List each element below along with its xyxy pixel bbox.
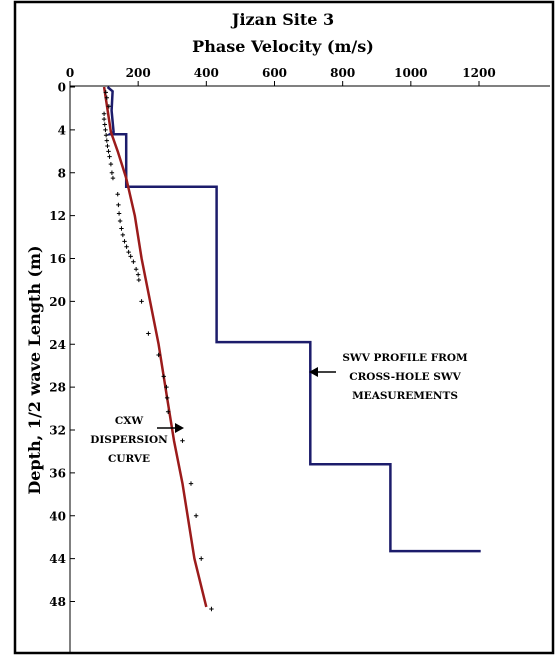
data-point-plus	[117, 218, 123, 224]
data-point-plus	[199, 556, 204, 561]
data-point-plus	[115, 191, 120, 197]
data-point-plus	[193, 513, 199, 518]
data-point-plus	[135, 272, 141, 277]
cxw-annotation-arrowhead	[175, 423, 184, 433]
cxw-annotation-line-3: CURVE	[108, 453, 150, 465]
y-tick-label: 12	[49, 209, 66, 223]
data-point-plus	[156, 352, 161, 358]
x-tick-label: 400	[194, 66, 219, 80]
swv-profile-annotation: SWV PROFILE FROM CROSS-HOLE SWV MEASUREM…	[309, 352, 468, 402]
x-tick-label: 200	[126, 66, 151, 80]
x-tick-label: 1200	[462, 66, 495, 80]
y-axis-label: Depth, 1/2 wave Length (m)	[25, 245, 44, 494]
data-point-plus	[120, 232, 126, 238]
data-point-plus	[136, 277, 142, 283]
data-point-plus	[164, 395, 170, 401]
data-point-plus	[108, 161, 114, 167]
data-point-plus	[161, 374, 166, 379]
data-point-plus	[104, 138, 110, 143]
data-point-plus	[110, 175, 116, 181]
data-point-plus	[188, 481, 194, 486]
y-tick-label: 28	[49, 381, 66, 395]
data-point-plus	[103, 90, 108, 95]
data-point-plus	[116, 202, 121, 208]
chart-border	[13, 0, 555, 655]
y-tick-label: 20	[49, 295, 66, 309]
data-point-plus	[116, 211, 122, 216]
swv-annotation-line-1: SWV PROFILE FROM	[342, 352, 468, 364]
data-point-plus	[122, 239, 127, 244]
y-tick-label: 4	[58, 123, 66, 137]
data-point-plus	[103, 133, 109, 138]
data-point-plus	[124, 244, 129, 249]
data-point-plus	[102, 122, 107, 127]
y-tick-label: 40	[49, 509, 66, 523]
data-point-plus	[119, 226, 124, 231]
data-point-plus	[109, 170, 115, 175]
x-tick-label: 600	[262, 66, 287, 80]
plot-area: 0 200 400 600 800 1000 1200 048121620242832364…	[49, 66, 550, 653]
y-tick-label: 48	[49, 595, 66, 609]
cxw-dispersion-series	[102, 86, 208, 608]
data-point-plus	[165, 409, 171, 414]
data-point-plus	[107, 154, 112, 159]
y-tick-label: 8	[58, 166, 66, 180]
data-point-plus	[131, 259, 136, 264]
data-point-plus	[105, 143, 110, 149]
y-tick-label: 44	[49, 552, 66, 566]
cxw-annotation-line-1: CXW	[115, 415, 144, 427]
y-tick-label: 32	[49, 424, 66, 438]
cxw-annotation: CXW DISPERSION CURVE	[90, 415, 184, 465]
data-point-plus	[128, 254, 133, 259]
swv-annotation-line-2: CROSS-HOLE SWV	[349, 371, 461, 383]
dispersion-points-series	[101, 90, 214, 612]
y-tick-label: 0	[58, 81, 66, 95]
y-tick-label: 16	[49, 252, 66, 266]
swv-profile-series	[105, 86, 481, 553]
y-tick-label: 24	[49, 338, 66, 352]
swv-annotation-arrowhead	[309, 367, 318, 377]
x-axis-label: Phase Velocity (m/s)	[192, 37, 374, 56]
data-point-plus	[133, 267, 139, 272]
data-point-plus	[164, 384, 169, 390]
x-tick-labels: 0 200 400 600 800 1000 1200	[66, 66, 496, 86]
cxw-annotation-line-2: DISPERSION	[90, 434, 168, 446]
data-point-plus	[106, 149, 111, 154]
data-point-plus	[106, 104, 112, 109]
data-point-plus	[209, 606, 214, 612]
x-tick-label: 800	[330, 66, 355, 80]
data-point-plus	[126, 249, 131, 255]
swv-annotation-line-3: MEASUREMENTS	[352, 390, 458, 402]
data-point-plus	[101, 111, 107, 116]
data-point-plus	[139, 299, 144, 304]
data-point-plus	[101, 116, 107, 122]
data-point-plus	[146, 331, 151, 336]
y-tick-label: 36	[49, 466, 66, 480]
data-point-plus	[103, 127, 108, 133]
data-point-plus	[104, 95, 110, 100]
data-point-plus	[180, 438, 185, 443]
chart-title: Jizan Site 3	[230, 10, 334, 29]
x-tick-label: 1000	[394, 66, 427, 80]
x-tick-label: 0	[66, 66, 74, 80]
